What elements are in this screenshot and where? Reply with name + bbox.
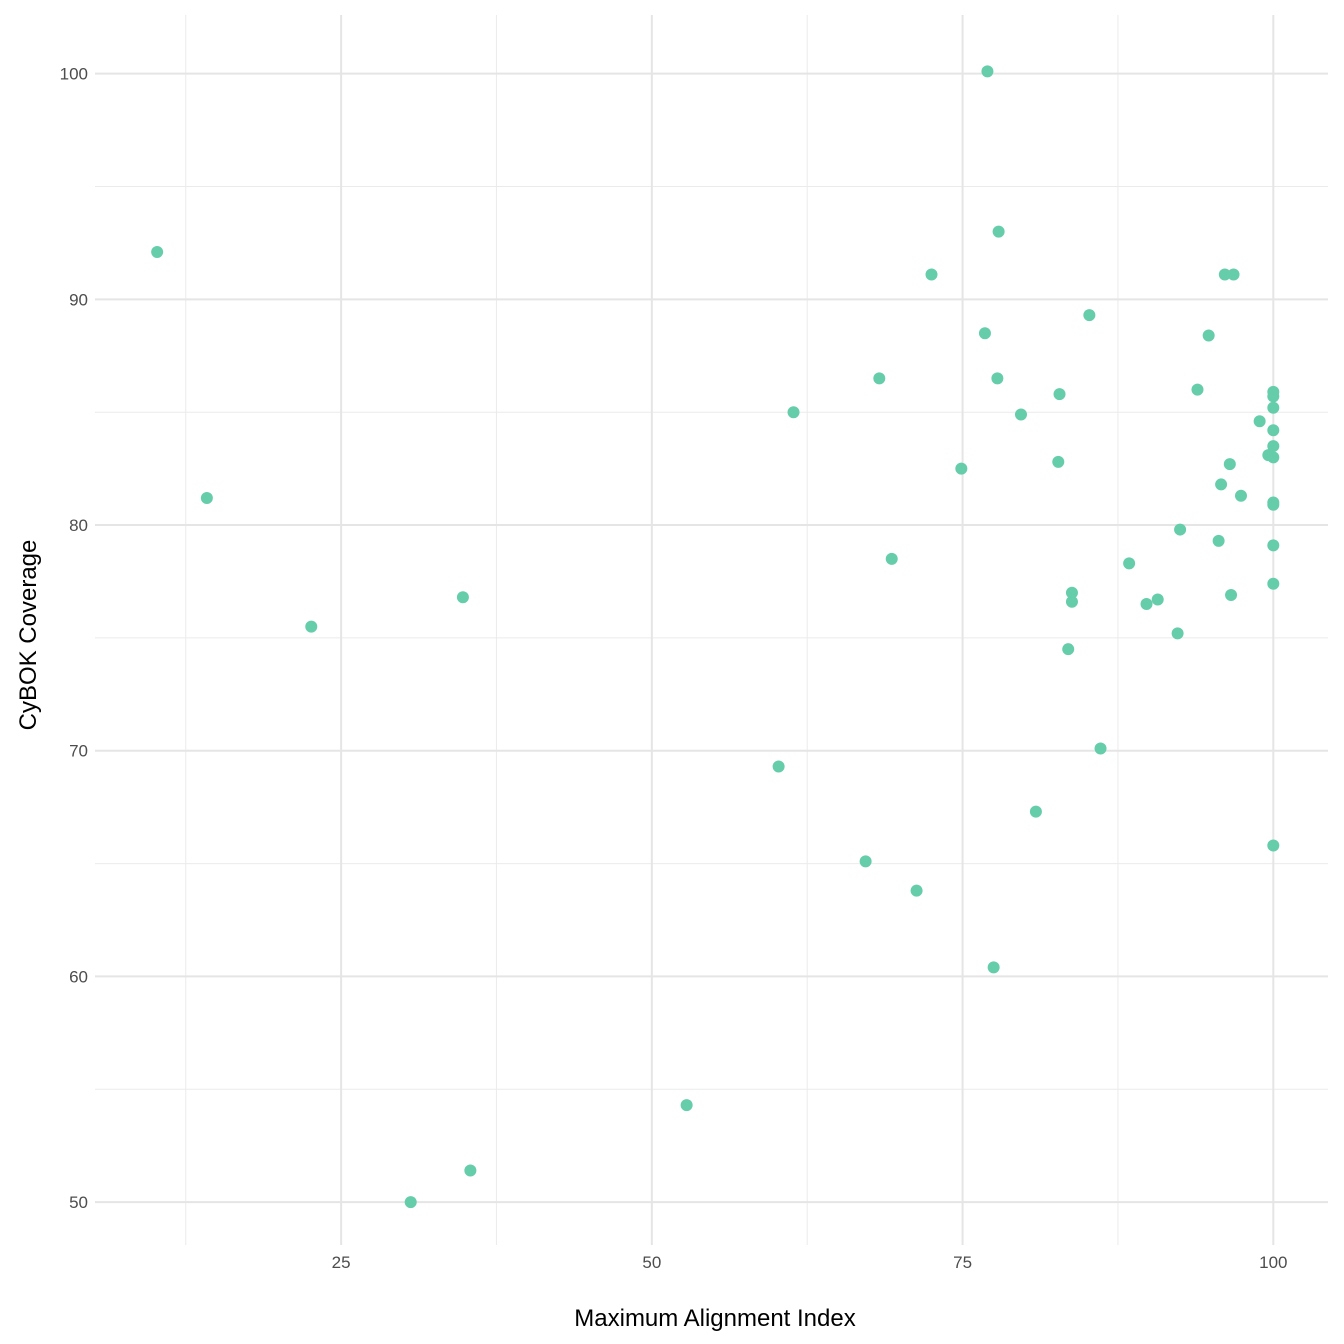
data-point: [987, 961, 1000, 974]
data-point: [464, 1164, 477, 1177]
data-point: [1267, 498, 1280, 511]
x-tick-label: 75: [953, 1253, 972, 1272]
data-point: [1062, 643, 1075, 656]
data-point: [1029, 805, 1042, 818]
y-axis-title: CyBOK Coverage: [15, 540, 42, 731]
data-point: [1065, 586, 1078, 599]
data-point: [200, 491, 213, 504]
data-point: [1267, 539, 1280, 552]
grid: [95, 15, 1328, 1245]
data-point: [1225, 589, 1238, 602]
y-tick-label: 100: [60, 65, 88, 84]
data-point: [1052, 455, 1065, 468]
data-point: [1215, 478, 1228, 491]
y-tick-label: 90: [69, 290, 88, 309]
data-point: [955, 462, 968, 475]
x-tick-label: 50: [642, 1253, 661, 1272]
points: [151, 65, 1280, 1209]
data-point: [1171, 627, 1184, 640]
data-point: [1053, 388, 1066, 401]
y-tick-label: 60: [69, 967, 88, 986]
data-point: [992, 225, 1005, 238]
y-tick-label: 70: [69, 742, 88, 761]
data-point: [910, 884, 923, 897]
data-point: [1267, 451, 1280, 464]
data-point: [1267, 401, 1280, 414]
data-point: [1267, 839, 1280, 852]
x-tick-label: 100: [1259, 1253, 1287, 1272]
data-point: [1094, 742, 1107, 755]
data-point: [787, 406, 800, 419]
data-point: [1267, 440, 1280, 453]
data-point: [1267, 424, 1280, 437]
data-point: [1202, 329, 1215, 342]
data-point: [885, 552, 898, 565]
data-point: [1014, 408, 1027, 421]
data-point: [1227, 268, 1240, 281]
y-tick-label: 50: [69, 1193, 88, 1212]
data-point: [680, 1099, 693, 1112]
data-point: [981, 65, 994, 78]
data-point: [1223, 458, 1236, 471]
data-point: [456, 591, 469, 604]
data-point: [1234, 489, 1247, 502]
data-point: [404, 1196, 417, 1209]
data-point: [991, 372, 1004, 385]
data-point: [1083, 309, 1096, 322]
data-point: [925, 268, 938, 281]
y-tick-label: 80: [69, 516, 88, 535]
x-tick-label: 25: [332, 1253, 351, 1272]
tick-labels: 25 50 75 100 50 60 70 80 90 100: [60, 65, 1288, 1272]
data-point: [1212, 534, 1225, 547]
data-point: [1065, 595, 1078, 608]
data-point: [1191, 383, 1204, 396]
data-point: [1253, 415, 1266, 428]
data-point: [859, 855, 872, 868]
data-point: [151, 245, 164, 258]
data-point: [1267, 577, 1280, 590]
data-point: [1218, 268, 1231, 281]
data-point: [1151, 593, 1164, 606]
data-point: [1140, 598, 1153, 611]
data-point: [1123, 557, 1136, 570]
data-point: [305, 620, 318, 633]
data-point: [772, 760, 785, 773]
data-point: [873, 372, 886, 385]
data-point: [978, 327, 991, 340]
data-point: [1174, 523, 1187, 536]
x-axis-title: Maximum Alignment Index: [574, 1305, 855, 1332]
data-point: [1267, 390, 1280, 403]
